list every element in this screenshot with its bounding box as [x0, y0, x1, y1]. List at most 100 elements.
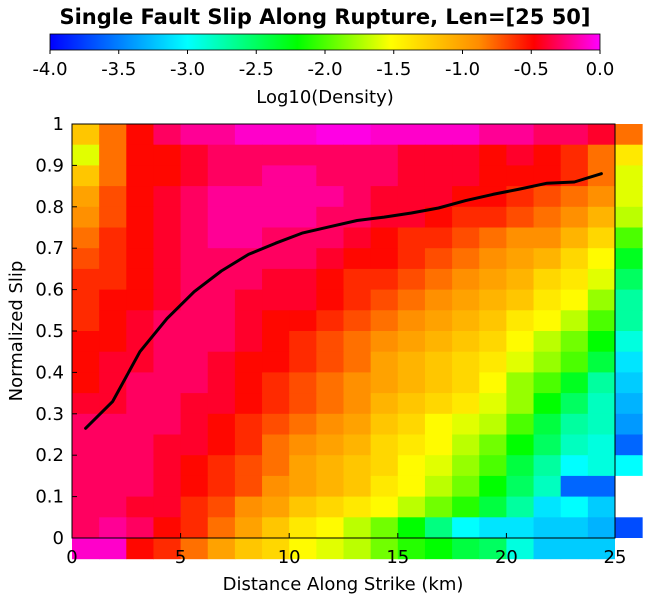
- heatmap-cell: [479, 517, 507, 539]
- heatmap-cell: [262, 331, 290, 353]
- heatmap-cell: [533, 331, 562, 353]
- heatmap-cell: [424, 517, 453, 539]
- heatmap-cell: [343, 496, 372, 518]
- heatmap-cell: [343, 475, 372, 498]
- heatmap-cell: [370, 268, 399, 291]
- heatmap-cell: [72, 268, 100, 291]
- heatmap-cell: [506, 206, 535, 228]
- heatmap-cell: [479, 372, 507, 394]
- heatmap-cell: [533, 206, 562, 228]
- heatmap-cell: [153, 372, 182, 394]
- heatmap-cell: [316, 144, 344, 166]
- heatmap-cell: [424, 289, 453, 311]
- heatmap-cell: [126, 496, 154, 518]
- heatmap-cell: [397, 475, 426, 498]
- x-tick-label: 5: [175, 547, 186, 568]
- heatmap-cell: [560, 227, 589, 249]
- heatmap-cell: [370, 517, 399, 539]
- heatmap-cell: [587, 227, 616, 249]
- heatmap-cell: [126, 331, 154, 353]
- heatmap-cell: [343, 165, 372, 187]
- heatmap-cell: [560, 434, 589, 456]
- heatmap-cell: [479, 538, 507, 560]
- heatmap-cell: [343, 227, 372, 249]
- heatmap-cell: [424, 206, 453, 228]
- x-tick-label: 20: [495, 547, 518, 568]
- heatmap-cell: [506, 331, 535, 353]
- heatmap-cell: [533, 517, 562, 539]
- heatmap-cell: [560, 268, 589, 291]
- heatmap-cell: [560, 144, 589, 166]
- heatmap-cell: [452, 165, 480, 187]
- heatmap-cell: [479, 227, 507, 249]
- heatmap-cell: [587, 517, 616, 539]
- heatmap-cell: [533, 496, 562, 518]
- y-tick-label: 0.1: [35, 487, 64, 508]
- heatmap-cell: [533, 186, 562, 208]
- heatmap-cell: [424, 393, 453, 415]
- heatmap-cell: [126, 475, 154, 498]
- heatmap-cell: [289, 206, 317, 228]
- heatmap-cell: [397, 393, 426, 415]
- heatmap-cell: [234, 248, 263, 270]
- heatmap-cell: [343, 289, 372, 311]
- heatmap-cell: [506, 351, 535, 373]
- heatmap-cell: [370, 538, 399, 560]
- heatmap-cell: [180, 351, 209, 373]
- heatmap-cell: [207, 475, 236, 498]
- heatmap-cell: [72, 144, 100, 166]
- heatmap-cell: [126, 455, 154, 477]
- heatmap-cell: [615, 475, 643, 498]
- heatmap-cell: [126, 434, 154, 456]
- heatmap-cell: [180, 268, 209, 291]
- heatmap-cell: [506, 227, 535, 249]
- heatmap-cell: [452, 310, 480, 332]
- heatmap-cell: [424, 496, 453, 518]
- heatmap-cell: [72, 289, 100, 311]
- heatmap-cell: [126, 206, 154, 228]
- heatmap-cell: [452, 413, 480, 435]
- heatmap-cell: [533, 165, 562, 187]
- heatmap-cell: [72, 434, 100, 456]
- heatmap-cell: [262, 538, 290, 560]
- heatmap-cell: [207, 496, 236, 518]
- heatmap-cell: [533, 393, 562, 415]
- heatmap-cell: [452, 372, 480, 394]
- colorbar-tick-label: -1.5: [376, 59, 411, 80]
- heatmap-cell: [316, 351, 344, 373]
- heatmap-cell: [397, 372, 426, 394]
- heatmap-cell: [99, 248, 127, 270]
- heatmap-cell: [72, 455, 100, 477]
- heatmap-cell: [180, 393, 209, 415]
- heatmap-cell: [343, 124, 372, 146]
- heatmap-cell: [370, 434, 399, 456]
- heatmap-cell: [262, 372, 290, 394]
- heatmap-cell: [343, 517, 372, 539]
- heatmap-cell: [289, 393, 317, 415]
- heatmap-cell: [180, 310, 209, 332]
- heatmap-cell: [316, 165, 344, 187]
- heatmap-cell: [316, 372, 344, 394]
- heatmap-cell: [452, 124, 480, 146]
- heatmap-cell: [72, 248, 100, 270]
- heatmap-cell: [343, 351, 372, 373]
- heatmap-cell: [234, 289, 263, 311]
- heatmap-cell: [207, 413, 236, 435]
- heatmap-cell: [560, 289, 589, 311]
- heatmap-cell: [153, 496, 182, 518]
- heatmap-cell: [533, 455, 562, 477]
- heatmap-cell: [615, 351, 643, 373]
- heatmap-cell: [72, 206, 100, 228]
- heatmap-cell: [615, 165, 643, 187]
- heatmap-cell: [316, 310, 344, 332]
- heatmap-cell: [479, 310, 507, 332]
- y-tick-label: 0.3: [35, 404, 64, 425]
- heatmap-cell: [316, 186, 344, 208]
- heatmap-cell: [72, 310, 100, 332]
- heatmap-cell: [479, 289, 507, 311]
- heatmap-cell: [424, 475, 453, 498]
- heatmap-cell: [370, 227, 399, 249]
- colorbar-label: Log10(Density): [256, 87, 394, 108]
- heatmap-cell: [262, 248, 290, 270]
- heatmap-cell: [479, 455, 507, 477]
